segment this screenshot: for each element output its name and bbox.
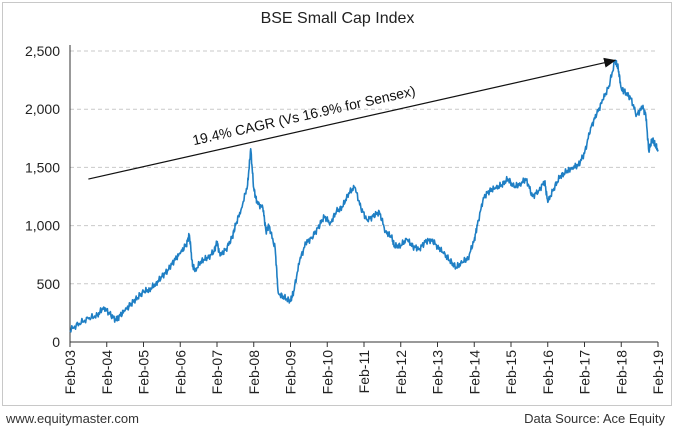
y-tick-label: 2,000 <box>25 101 60 117</box>
x-tick-label: Feb-13 <box>430 350 446 395</box>
x-tick-label: Feb-19 <box>650 350 666 395</box>
x-tick-label: Feb-16 <box>540 350 556 395</box>
x-tick-label: Feb-07 <box>209 350 225 395</box>
x-tick-label: Feb-06 <box>172 350 188 395</box>
y-tick-label: 500 <box>37 276 61 292</box>
cagr-annotation: 19.4% CAGR (Vs 16.9% for Sensex) <box>191 82 417 148</box>
x-tick-label: Feb-09 <box>283 350 299 395</box>
cagr-arrow <box>88 57 617 180</box>
y-tick-label: 2,500 <box>25 43 60 59</box>
x-tick-label: Feb-10 <box>319 350 335 395</box>
x-tick-label: Feb-08 <box>246 350 262 395</box>
x-tick-label: Feb-04 <box>99 350 115 395</box>
series-group <box>69 59 659 333</box>
y-tick-label: 1,000 <box>25 218 60 234</box>
x-tick-label: Feb-14 <box>466 350 482 395</box>
x-tick-label: Feb-03 <box>62 350 78 395</box>
x-tick-label: Feb-18 <box>613 350 629 395</box>
gridlines <box>70 50 658 285</box>
annotation-group: 19.4% CAGR (Vs 16.9% for Sensex) <box>88 57 617 180</box>
y-tick-labels: 0 500 1,000 1,500 2,000 2,500 <box>25 43 60 350</box>
x-tick-label: Feb-17 <box>577 350 593 395</box>
chart-title: BSE Small Cap Index <box>260 10 415 27</box>
y-tick-label: 1,500 <box>25 159 60 175</box>
x-tick-label: Feb-12 <box>393 350 409 395</box>
x-tick-label: Feb-15 <box>503 350 519 395</box>
footer-website: www.equitymaster.com <box>6 411 139 426</box>
x-tick-labels: Feb-03 Feb-04 Feb-05 Feb-06 Feb-07 Feb-08 Feb-… <box>62 350 666 395</box>
axes <box>69 45 659 347</box>
x-tick-label: Feb-05 <box>136 350 152 395</box>
footer-source: Data Source: Ace Equity <box>524 411 665 426</box>
series-line <box>69 59 659 333</box>
chart-frame <box>2 2 672 406</box>
y-tick-label: 0 <box>52 334 60 350</box>
x-tick-label: Feb-11 <box>356 350 372 394</box>
